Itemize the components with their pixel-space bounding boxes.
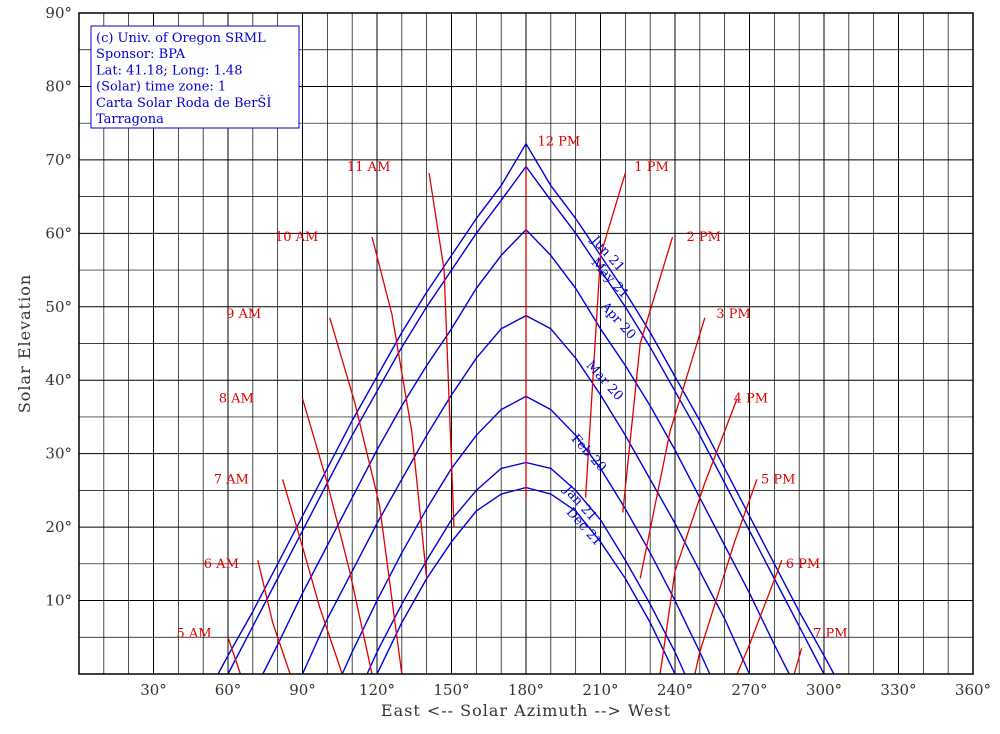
hour-curve-label: 12 PM [537,135,580,150]
hour-curve [227,637,242,675]
y-tick-label: 90° [45,4,72,22]
x-tick-label: 240° [657,681,693,699]
date-curve [217,143,835,675]
hour-curve [428,173,455,528]
x-tick-label: 120° [359,681,395,699]
hour-curve-label: 9 AM [226,307,261,322]
hour-curve-label: 11 AM [347,160,390,175]
y-tick-label: 30° [45,445,72,463]
y-tick-label: 70° [45,151,72,169]
y-tick-label: 40° [45,371,72,389]
hour-curve [329,317,403,675]
hour-curve-label: 6 PM [786,557,820,572]
hour-curve-label: 6 AM [204,557,239,572]
x-tick-label: 360° [955,681,991,699]
hour-curve [371,236,428,579]
hour-curve-label: 2 PM [686,230,720,245]
hour-curve [257,560,291,675]
x-tick-label: 30° [140,681,167,699]
x-tick-label: 300° [806,681,842,699]
hour-curve [694,479,758,675]
hour-curves [227,166,803,675]
y-tick-label: 60° [45,224,72,242]
x-tick-label: 60° [215,681,242,699]
x-tick-label: 150° [433,681,469,699]
hour-curve [281,479,343,675]
y-tick-label: 20° [45,518,72,536]
y-tick-label: 50° [45,298,72,316]
info-box-line: Sponsor: BPA [96,47,186,62]
x-axis-label: East <-- Solar Azimuth --> West [381,701,671,720]
hour-curve-label: 7 AM [214,472,249,487]
info-box-line: (c) Univ. of Oregon SRML [96,31,266,46]
x-tick-label: 180° [508,681,544,699]
date-curve-label: Apr 20 [597,299,639,343]
info-box-line: Carta Solar Roda de BerŠÌ [96,94,271,111]
plot-border [78,12,974,675]
hour-curve [301,398,373,675]
hour-curve-label: 5 PM [761,472,795,487]
hour-curve [639,317,706,579]
hour-curve [793,648,803,675]
date-curve-label: Mar 20 [583,358,626,404]
x-tick-label: 330° [880,681,916,699]
y-axis-label: Solar Elevation [15,274,34,413]
x-tick-label: 270° [731,681,767,699]
info-box-line: Lat: 41.18; Long: 1.48 [96,63,242,78]
hour-curve [659,398,738,675]
hour-curve-label: 7 PM [813,627,847,642]
hour-curve [736,559,783,675]
hour-curve [622,236,674,513]
hour-curve-label: 8 AM [219,392,254,407]
hour-curve [584,172,626,498]
hour-curve-label: 4 PM [734,392,768,407]
y-tick-label: 10° [45,592,72,610]
x-tick-label: 90° [289,681,316,699]
x-tick-label: 210° [582,681,618,699]
hour-curve-label: 1 PM [634,160,668,175]
hour-curve-label: 10 AM [275,230,318,245]
info-box-line: Tarragona [96,112,164,127]
axis-ticks: 30° 60° 90° 120° 150° 180° 210° 240° 270° 300° 330… [45,4,991,699]
info-box-frame [90,25,300,129]
info-box-line: (Solar) time zone: 1 [96,80,226,95]
y-tick-label: 80° [45,77,72,95]
hour-curve-label: 5 AM [176,627,211,642]
hour-curve-label: 3 PM [716,307,750,322]
